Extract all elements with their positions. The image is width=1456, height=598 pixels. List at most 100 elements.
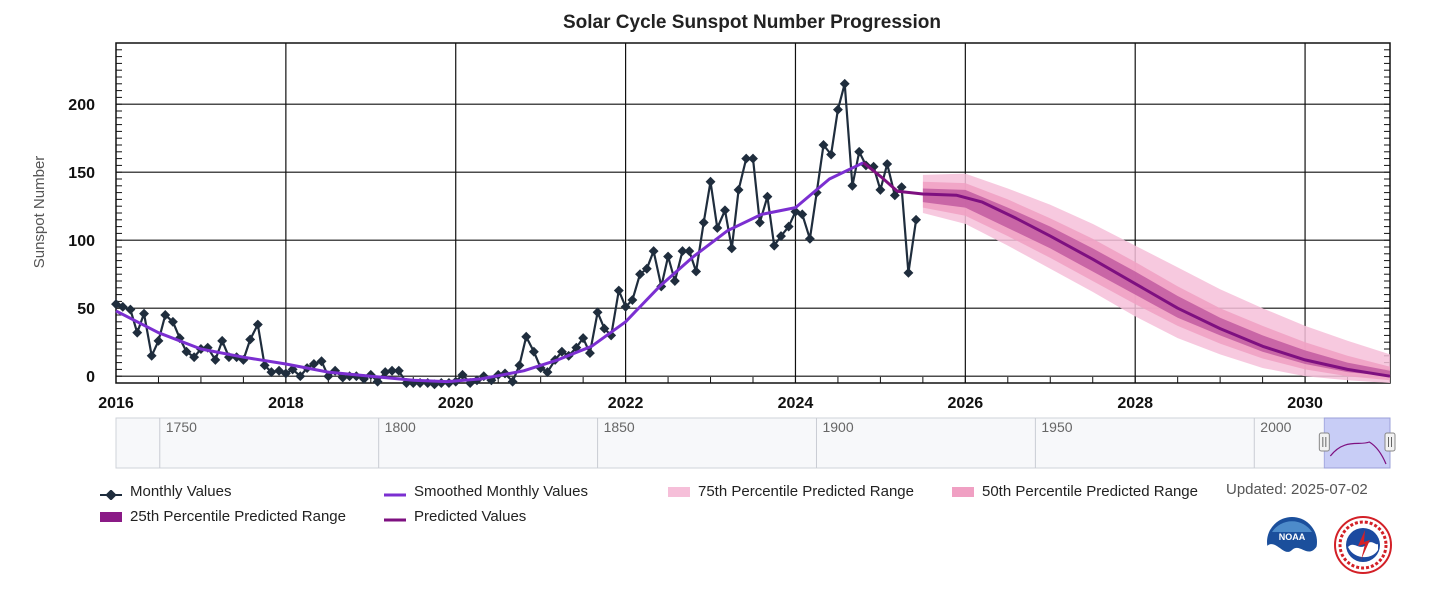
nws-logo-icon xyxy=(1334,516,1392,574)
monthly-point[interactable] xyxy=(889,190,900,201)
monthly-point[interactable] xyxy=(627,295,638,305)
monthly-point[interactable] xyxy=(783,221,794,232)
monthly-point[interactable] xyxy=(754,217,765,228)
monthly-point[interactable] xyxy=(769,240,780,251)
monthly-point[interactable] xyxy=(882,159,893,169)
sunspot-chart: Solar Cycle Sunspot Number Progression S… xyxy=(0,0,1396,469)
monthly-point[interactable] xyxy=(160,310,171,320)
monthly-point[interactable] xyxy=(189,352,200,363)
monthly-point[interactable] xyxy=(266,367,277,378)
plot-area: 2016 2018 2020 2022 2024 2026 2028 2030 0 50 100 15… xyxy=(68,42,1391,412)
navigator-left-handle[interactable] xyxy=(1318,432,1330,452)
x-tick-label: 2022 xyxy=(608,395,644,412)
monthly-point[interactable] xyxy=(613,285,624,296)
updated-timestamp: Updated: 2025-07-02 xyxy=(1226,481,1368,498)
monthly-point[interactable] xyxy=(669,276,680,286)
monthly-point[interactable] xyxy=(847,180,858,191)
monthly-point[interactable] xyxy=(818,140,829,150)
monthly-point[interactable] xyxy=(896,182,907,193)
y-tick-label: 150 xyxy=(68,165,95,182)
monthly-point[interactable] xyxy=(733,184,744,195)
monthly-point[interactable] xyxy=(280,368,291,379)
monthly-point[interactable] xyxy=(677,246,688,257)
monthly-point[interactable] xyxy=(592,307,603,318)
legend-25th-percentile[interactable]: 25th Percentile Predicted Range xyxy=(100,508,346,525)
monthly-point[interactable] xyxy=(635,269,645,280)
monthly-point[interactable] xyxy=(217,335,228,346)
navigator-year-label: 1800 xyxy=(385,419,416,435)
monthly-point[interactable] xyxy=(641,263,652,274)
legend-50th-percentile[interactable]: 50th Percentile Predicted Range xyxy=(952,483,1198,500)
monthly-point[interactable] xyxy=(252,319,263,330)
monthly-point[interactable] xyxy=(578,333,589,344)
legend-75th-percentile[interactable]: 75th Percentile Predicted Range xyxy=(668,483,914,500)
monthly-point[interactable] xyxy=(153,335,164,346)
legend-predicted-values[interactable]: Predicted Values xyxy=(384,508,526,525)
y-tick-label: 0 xyxy=(86,369,95,386)
monthly-point[interactable] xyxy=(521,331,532,342)
navigator-year-label: 1900 xyxy=(822,419,853,435)
monthly-point[interactable] xyxy=(556,346,567,357)
navigator-year-label: 1750 xyxy=(166,419,197,435)
monthly-point[interactable] xyxy=(245,334,256,345)
monthly-point[interactable] xyxy=(620,301,631,312)
monthly-point[interactable] xyxy=(691,266,702,277)
monthly-point[interactable] xyxy=(507,376,518,387)
navigator[interactable]: 1750 1800 1850 1900 1950 2000 xyxy=(115,417,1396,469)
navigator-selected-series xyxy=(1329,441,1387,465)
monthly-point[interactable] xyxy=(599,323,610,334)
monthly-point[interactable] xyxy=(684,246,695,257)
legend-smoothed-values[interactable]: Smoothed Monthly Values xyxy=(384,483,588,500)
band-25th-percentile-predicted-range xyxy=(922,188,1390,377)
monthly-point[interactable] xyxy=(259,360,270,371)
monthly-point[interactable] xyxy=(720,205,730,216)
monthly-point[interactable] xyxy=(762,191,773,202)
monthly-point[interactable] xyxy=(132,327,143,338)
monthly-point[interactable] xyxy=(393,365,404,376)
navigator-right-handle[interactable] xyxy=(1384,432,1396,452)
monthly-point[interactable] xyxy=(528,346,539,357)
monthly-point[interactable] xyxy=(139,308,149,319)
monthly-point[interactable] xyxy=(167,316,178,327)
monthly-point[interactable] xyxy=(308,359,319,369)
legend-symbol-monthly xyxy=(100,487,122,501)
monthly-point[interactable] xyxy=(542,367,553,378)
monthly-point[interactable] xyxy=(741,153,752,164)
monthly-point[interactable] xyxy=(911,214,922,225)
monthly-point[interactable] xyxy=(514,360,525,371)
monthly-point[interactable] xyxy=(797,209,808,220)
x-tick-label: 2018 xyxy=(268,395,304,412)
monthly-point[interactable] xyxy=(316,356,327,367)
monthly-point[interactable] xyxy=(380,367,391,378)
monthly-point[interactable] xyxy=(663,251,674,262)
monthly-point[interactable] xyxy=(854,146,865,157)
monthly-point[interactable] xyxy=(210,354,221,365)
monthly-point[interactable] xyxy=(826,149,837,160)
monthly-point[interactable] xyxy=(839,78,850,89)
legend-label: Monthly Values xyxy=(130,483,232,500)
monthly-point[interactable] xyxy=(726,243,737,254)
monthly-point[interactable] xyxy=(584,348,595,359)
legend-monthly-values[interactable]: Monthly Values xyxy=(100,483,232,501)
monthly-point[interactable] xyxy=(372,376,383,387)
navigator-frame xyxy=(115,417,1391,469)
monthly-point[interactable] xyxy=(903,267,914,278)
monthly-point[interactable] xyxy=(698,217,709,228)
monthly-point[interactable] xyxy=(648,246,659,257)
monthly-point[interactable] xyxy=(387,365,397,376)
monthly-point[interactable] xyxy=(832,104,843,115)
monthly-point[interactable] xyxy=(875,184,886,195)
monthly-point[interactable] xyxy=(712,223,723,233)
monthly-point[interactable] xyxy=(705,176,716,187)
legend-symbol-50th xyxy=(952,486,974,497)
x-tick-label: 2028 xyxy=(1117,395,1153,412)
monthly-point[interactable] xyxy=(295,371,306,382)
monthly-point[interactable] xyxy=(748,153,758,164)
monthly-point[interactable] xyxy=(181,346,192,357)
monthly-point[interactable] xyxy=(146,350,157,361)
legend-symbol-predicted xyxy=(384,512,406,522)
navigator-year-label: 2000 xyxy=(1260,419,1291,435)
monthly-point[interactable] xyxy=(457,369,468,380)
monthly-point[interactable] xyxy=(776,231,786,242)
monthly-point[interactable] xyxy=(804,233,815,244)
